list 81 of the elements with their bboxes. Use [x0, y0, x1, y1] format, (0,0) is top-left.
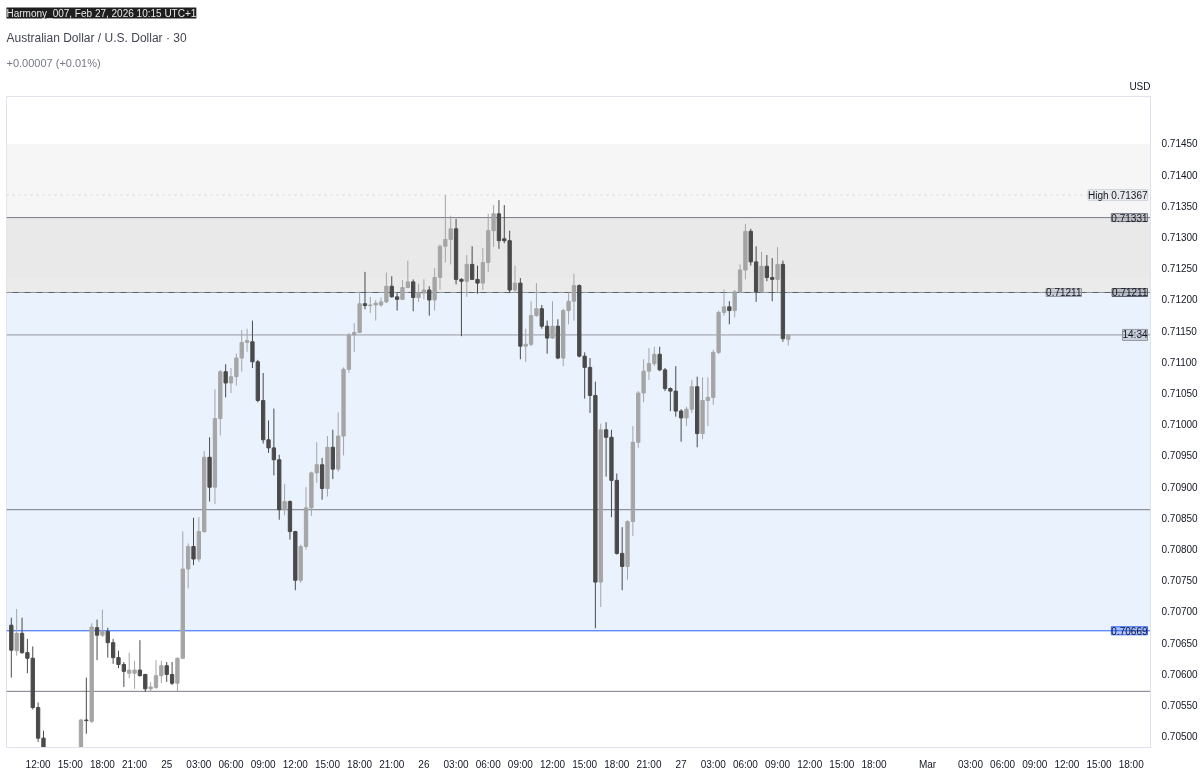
ref-line-label: 0.70669: [1111, 625, 1148, 637]
x-tick-label: 18:00: [861, 758, 887, 770]
x-tick-label: 09:00: [765, 758, 791, 770]
candlestick: [550, 300, 555, 340]
candlestick: [362, 271, 368, 310]
y-tick-label: 0.70700: [1161, 606, 1199, 618]
x-tick-label: 03:00: [186, 758, 212, 770]
y-tick-label: 0.70600: [1161, 668, 1199, 680]
ref-line-label: 0.71331: [1111, 212, 1148, 224]
y-tick-label: 0.71250: [1161, 263, 1199, 275]
x-tick-label: 06:00: [990, 758, 1016, 770]
y-tick-label: 0.70650: [1161, 637, 1199, 649]
y-tick-label: 0.71450: [1161, 138, 1199, 150]
y-tick-label: 0.71400: [1161, 169, 1199, 181]
chart-subtitle: +0.00007 (+0.01%): [6, 56, 101, 69]
candlestick: [100, 609, 105, 638]
x-tick-label: 12:00: [540, 758, 566, 770]
y-tick-label: 0.71050: [1161, 387, 1199, 399]
candlestick: [411, 278, 416, 312]
x-tick-label: 06:00: [475, 758, 502, 770]
y-tick-label: 0.70550: [1161, 700, 1199, 712]
y-tick-label: 0.70900: [1161, 481, 1199, 493]
y-tick-label: 0.71200: [1161, 294, 1199, 306]
x-tick-label: 03:00: [443, 758, 470, 770]
x-tick-label: 18:00: [89, 758, 116, 770]
x-tick-label: 12:00: [1054, 758, 1080, 770]
annotation: 14:34: [1122, 329, 1148, 341]
y-tick-label: 0.70750: [1161, 575, 1199, 587]
x-tick-label: 09:00: [250, 758, 277, 770]
x-tick-label: 03:00: [700, 758, 727, 770]
x-tick-label: 15:00: [829, 758, 855, 770]
y-tick-label: 0.70950: [1161, 450, 1199, 462]
x-tick-label: 12:00: [282, 758, 309, 770]
candlestick: [775, 246, 780, 293]
y-axis-title: USD: [1129, 80, 1151, 92]
y-tick-label: 0.70800: [1161, 544, 1199, 556]
x-tick-label: 21:00: [636, 758, 662, 770]
x-tick-label: 09:00: [507, 758, 534, 770]
candlestick: [14, 608, 19, 657]
candlestick: [464, 254, 469, 298]
x-tick-label: 15:00: [1086, 758, 1113, 770]
y-tick-label: 0.71300: [1161, 231, 1199, 243]
candlestick: [330, 429, 335, 480]
candlestick: [512, 265, 518, 293]
x-tick-label: 15:00: [57, 758, 84, 770]
candlestick: [94, 619, 100, 661]
ref-line-label: High 0.71367: [1088, 189, 1148, 201]
ref-line-label: 0.71211: [1112, 287, 1148, 299]
candlestick: [191, 517, 196, 566]
x-tick-label: 15:00: [314, 758, 341, 770]
y-tick-label: 0.71000: [1161, 419, 1199, 431]
x-tick-label: 21:00: [379, 758, 405, 770]
x-tick-label: 27: [675, 758, 688, 770]
y-tick-label: 0.70500: [1161, 731, 1199, 743]
candlestick: [727, 300, 732, 325]
x-tick-label: 21:00: [122, 758, 148, 770]
candlestick: [319, 457, 325, 501]
y-tick-label: 0.71350: [1161, 200, 1199, 212]
x-tick-label: 18:00: [604, 758, 630, 770]
x-tick-label: 09:00: [1022, 758, 1048, 770]
x-tick-label: 26: [418, 758, 430, 770]
candlestick: [427, 285, 432, 317]
y-tick-label: 0.70850: [1161, 512, 1199, 524]
x-tick-label: 12:00: [797, 758, 823, 770]
chart-title: Australian Dollar / U.S. Dollar · 30: [6, 30, 187, 45]
x-tick-label: 18:00: [347, 758, 373, 770]
x-tick-label: 03:00: [957, 758, 984, 770]
x-tick-label: 15:00: [572, 758, 598, 770]
candlestick: [282, 483, 287, 516]
candlestick: [223, 363, 228, 398]
x-tick-label: 12:00: [25, 758, 52, 770]
ref-line-label: 0.71211: [1046, 287, 1082, 299]
x-tick-label: 06:00: [218, 758, 244, 770]
candlestick: [84, 677, 89, 735]
x-tick-label: 18:00: [1118, 758, 1145, 770]
y-tick-label: 0.71150: [1161, 325, 1198, 337]
x-tick-label: 06:00: [732, 758, 759, 770]
text: Harmony_007, Feb 27, 2026 10:15 UTC+1: [6, 7, 197, 19]
y-tick-label: 0.71100: [1161, 356, 1198, 368]
x-tick-label: Mar: [918, 758, 937, 770]
x-tick-label: 25: [161, 758, 173, 770]
